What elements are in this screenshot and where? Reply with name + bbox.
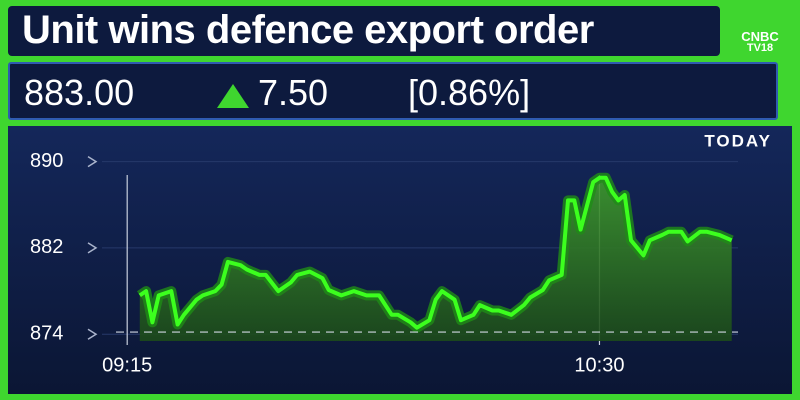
change: 7.50 — [258, 72, 329, 113]
logo-text: TV18 — [746, 42, 774, 54]
price: 883.00 — [24, 72, 135, 113]
line — [138, 175, 733, 330]
change-percent: [0.86%] — [408, 72, 531, 113]
y-tick-mark — [87, 242, 98, 254]
y-tick-label: 874 — [30, 322, 63, 344]
x-tick-label: 10:30 — [574, 354, 624, 376]
period-label: TODAY — [704, 131, 772, 150]
up-arrow — [217, 84, 249, 108]
y-tick-label: 882 — [30, 236, 63, 258]
headline-box: Unit wins defence export order — [8, 6, 720, 56]
headline: Unit wins defence export order — [22, 8, 594, 52]
logo: CNBC TV18 — [728, 8, 792, 56]
x-tick-label: 09:15 — [102, 354, 152, 376]
y-tick-label: 890 — [30, 150, 63, 172]
logo-text: CNBC — [741, 29, 779, 44]
y-tick-mark — [87, 155, 98, 168]
price-panel: 883.00 7.50 [0.86%] — [8, 62, 778, 120]
y-tick-mark — [87, 328, 98, 340]
